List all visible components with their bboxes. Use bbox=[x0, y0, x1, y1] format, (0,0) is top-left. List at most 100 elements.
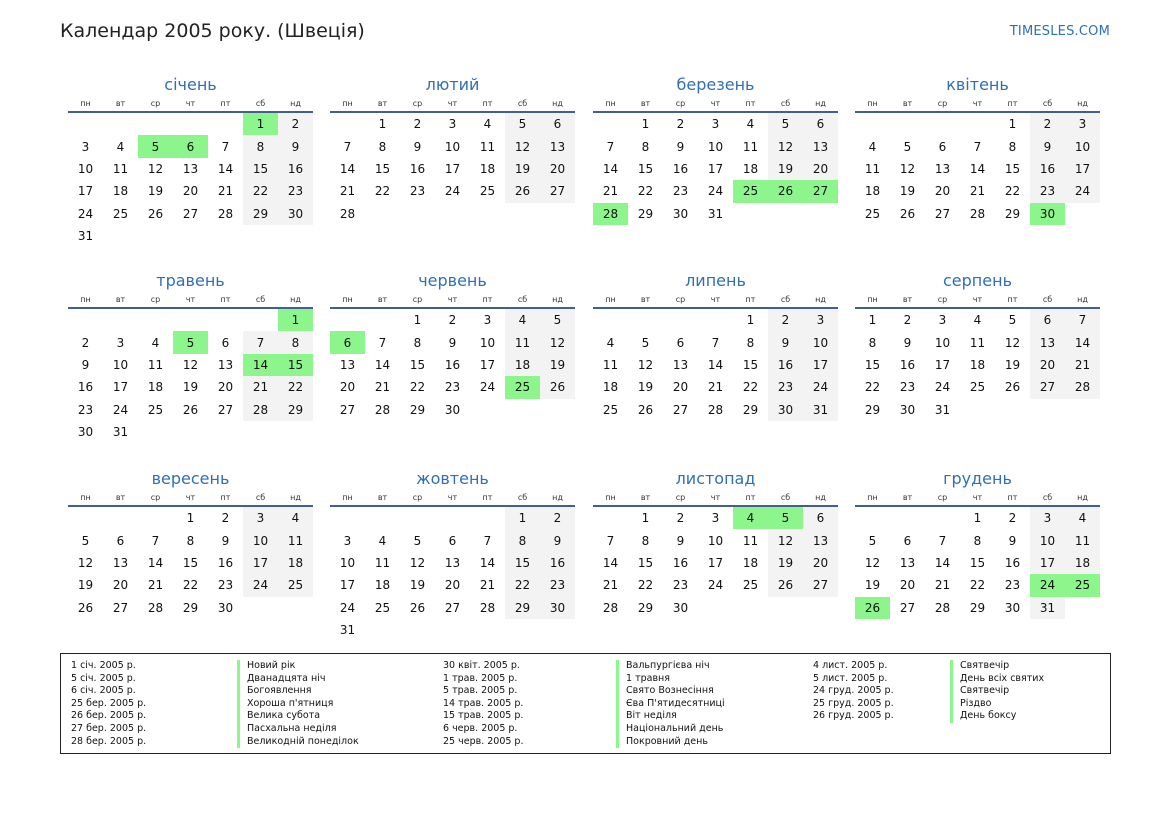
day-cell: 5 bbox=[903, 139, 912, 154]
day-cell: 6 bbox=[116, 533, 125, 548]
day-cell: 24 bbox=[803, 376, 838, 399]
day-cell: 20 bbox=[112, 578, 129, 593]
weekday-label: пн bbox=[867, 493, 878, 502]
day-cell: 7 bbox=[973, 139, 982, 154]
day-cell: 17 bbox=[112, 380, 129, 395]
weekday-label: чт bbox=[710, 493, 721, 502]
weekday-label: вт bbox=[115, 295, 126, 304]
day-cell: 23 bbox=[409, 184, 426, 199]
day-cell: 24 bbox=[77, 206, 94, 221]
month-name: грудень bbox=[943, 469, 1012, 488]
day-cell: 20 bbox=[899, 578, 916, 593]
weekday-label: пн bbox=[867, 295, 878, 304]
weekday-label: пт bbox=[1007, 493, 1018, 502]
day-cell: 12 bbox=[864, 555, 881, 570]
day-cell: 11 bbox=[969, 335, 986, 350]
weekday-label: пт bbox=[745, 295, 756, 304]
day-cell: 3 bbox=[711, 117, 720, 132]
month-9: вересень пн вт ср чт пт сб нд 1 2 3 4 5 6 7 8 9 10 11 12 13 1… bbox=[68, 469, 313, 619]
day-cell: 4 bbox=[606, 335, 615, 350]
day-cell: 15 bbox=[278, 353, 313, 377]
day-cell: 23 bbox=[1004, 578, 1021, 593]
month-8: серпень пн вт ср чт пт сб нд 1 2 3 4 5 6 7 8 9 10 11 12 13 14… bbox=[855, 271, 1100, 421]
day-cell: 14 bbox=[243, 353, 278, 377]
day-cell: 17 bbox=[339, 578, 356, 593]
month-name: лютий bbox=[425, 75, 480, 94]
weekday-label: пн bbox=[80, 493, 91, 502]
month-rule bbox=[593, 307, 838, 309]
day-cell: 13 bbox=[899, 555, 916, 570]
day-cell: 27 bbox=[803, 574, 838, 597]
day-cell: 15 bbox=[1004, 161, 1021, 176]
weekday-label: нд bbox=[290, 493, 301, 502]
day-cell: 23 bbox=[444, 380, 461, 395]
day-cell: 1 bbox=[278, 309, 313, 332]
weekday-label: нд bbox=[290, 295, 301, 304]
day-cell: 15 bbox=[505, 551, 540, 575]
day-cell: 7 bbox=[938, 533, 947, 548]
empty-cell bbox=[138, 507, 173, 529]
day-cell: 27 bbox=[540, 180, 575, 203]
day-cell: 14 bbox=[707, 357, 724, 372]
day-cell: 20 bbox=[540, 157, 575, 181]
empty-cell bbox=[103, 113, 138, 135]
day-cell: 1 bbox=[1008, 117, 1017, 132]
weekday-label: нд bbox=[552, 295, 563, 304]
day-cell: 11 bbox=[479, 139, 496, 154]
day-cell: 10 bbox=[707, 139, 724, 154]
brand-link[interactable]: TIMESLES.COM bbox=[1009, 24, 1110, 39]
day-cell: 5 bbox=[641, 335, 650, 350]
day-cell: 23 bbox=[278, 180, 313, 203]
day-cell: 3 bbox=[81, 139, 90, 154]
day-cell: 21 bbox=[707, 380, 724, 395]
day-cell: 24 bbox=[339, 600, 356, 615]
day-cell: 5 bbox=[173, 331, 208, 354]
day-cell: 2 bbox=[676, 117, 685, 132]
day-cell: 10 bbox=[444, 139, 461, 154]
day-cell: 8 bbox=[413, 335, 422, 350]
empty-cell bbox=[855, 113, 890, 135]
day-cell: 22 bbox=[637, 184, 654, 199]
day-cell: 22 bbox=[505, 574, 540, 597]
day-cell: 8 bbox=[378, 139, 387, 154]
day-cell: 9 bbox=[278, 135, 313, 158]
day-cell: 19 bbox=[768, 157, 803, 181]
legend-dates: 4 лист. 2005 р. 5 лист. 2005 р. 24 груд. 2… bbox=[813, 660, 894, 723]
day-cell: 27 bbox=[672, 402, 689, 417]
day-cell: 28 bbox=[602, 600, 619, 615]
day-cell: 23 bbox=[1030, 180, 1065, 203]
legend-date: 6 черв. 2005 р. bbox=[443, 722, 518, 734]
day-cell: 4 bbox=[505, 309, 540, 332]
legend-holiday-name: Різдво bbox=[950, 697, 1044, 711]
day-cell: 16 bbox=[444, 357, 461, 372]
legend-date: 1 трав. 2005 р. bbox=[443, 672, 518, 684]
weekday-label: ср bbox=[150, 493, 161, 502]
month-name: травень bbox=[156, 271, 225, 290]
weekday-label: вт bbox=[640, 295, 651, 304]
weekday-label: чт bbox=[972, 99, 983, 108]
day-cell: 18 bbox=[505, 353, 540, 377]
legend-holiday-name: Святвечір bbox=[950, 685, 1044, 698]
day-cell: 25 bbox=[864, 206, 881, 221]
day-cell: 3 bbox=[711, 511, 720, 526]
day-grid: 1 2 3 4 5 6 7 8 9 10 11 12 13 14 15 16 17 18 19 20 21 22 23 24 2… bbox=[593, 507, 838, 619]
day-cell: 9 bbox=[221, 533, 230, 548]
day-cell: 21 bbox=[602, 184, 619, 199]
day-cell: 9 bbox=[1008, 533, 1017, 548]
day-cell: 17 bbox=[803, 353, 838, 377]
day-cell: 8 bbox=[641, 139, 650, 154]
weekday-label: пн bbox=[867, 99, 878, 108]
weekday-label: пт bbox=[220, 295, 231, 304]
day-cell: 28 bbox=[243, 398, 278, 421]
day-cell: 29 bbox=[1004, 206, 1021, 221]
day-cell: 27 bbox=[217, 402, 234, 417]
weekday-label: ср bbox=[150, 99, 161, 108]
day-cell: 11 bbox=[742, 139, 759, 154]
day-cell: 4 bbox=[733, 507, 768, 530]
day-cell: 17 bbox=[479, 357, 496, 372]
day-cell: 13 bbox=[540, 135, 575, 158]
day-cell: 20 bbox=[803, 551, 838, 575]
day-cell: 23 bbox=[540, 574, 575, 597]
day-cell: 14 bbox=[147, 555, 164, 570]
day-cell: 18 bbox=[1065, 551, 1100, 575]
